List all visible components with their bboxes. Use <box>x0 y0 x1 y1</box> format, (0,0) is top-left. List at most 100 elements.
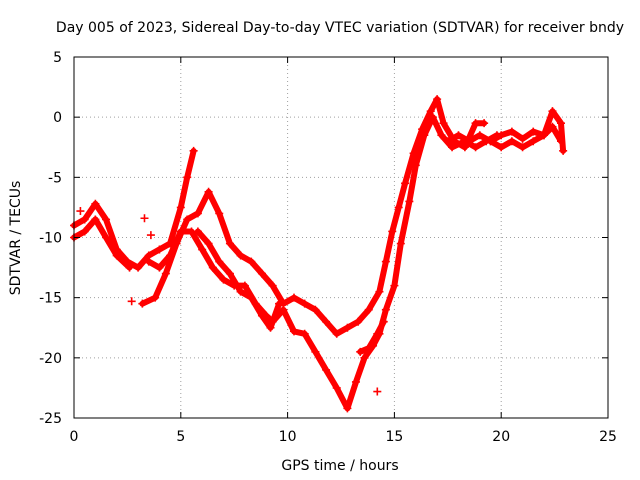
data-point <box>215 257 224 266</box>
x-tick-label: 25 <box>599 429 617 445</box>
data-point <box>486 137 495 146</box>
data-point <box>204 187 213 196</box>
x-tick-label: 10 <box>279 429 297 445</box>
y-tick-label: -15 <box>39 291 62 307</box>
isolated-point <box>76 207 85 216</box>
y-axis-label: SDTVAR / TECUs <box>8 181 24 296</box>
data-point <box>420 131 429 140</box>
data-point <box>275 299 284 308</box>
data-point <box>364 344 373 353</box>
data-point <box>529 137 538 146</box>
data-point <box>322 365 331 374</box>
data-point <box>428 113 437 122</box>
y-tick-label: -10 <box>39 231 62 247</box>
data-point <box>102 233 111 242</box>
isolated-point <box>373 387 382 396</box>
series-satellite-track-e <box>193 227 284 332</box>
y-tick-label: -5 <box>48 170 62 186</box>
data-point <box>322 317 331 326</box>
data-point <box>91 199 100 208</box>
data-point <box>279 305 288 314</box>
x-tick-label: 0 <box>70 429 79 445</box>
data-point <box>497 143 506 152</box>
data-point <box>155 245 164 254</box>
y-tick-label: -20 <box>39 351 62 367</box>
data-point <box>480 119 489 128</box>
data-point <box>300 299 309 308</box>
data-point <box>225 239 234 248</box>
data-point <box>364 305 373 314</box>
isolated-point <box>140 214 149 223</box>
data-point <box>183 173 192 182</box>
data-point <box>91 215 100 224</box>
series-satellite-track-b <box>70 215 134 272</box>
series-line <box>139 96 488 337</box>
x-tick-label: 15 <box>385 429 403 445</box>
data-point <box>176 227 185 236</box>
data-point <box>219 275 228 284</box>
data-point <box>559 146 568 155</box>
data-point <box>112 251 121 260</box>
data-point <box>151 293 160 302</box>
data-point <box>388 227 397 236</box>
data-point <box>102 215 111 224</box>
data-point <box>507 137 516 146</box>
y-tick-label: 5 <box>53 50 62 66</box>
data-point <box>439 119 448 128</box>
data-point <box>183 215 192 224</box>
data-point <box>360 353 369 362</box>
data-point <box>193 209 202 218</box>
data-point <box>381 257 390 266</box>
data-point <box>247 257 256 266</box>
x-tick-label: 5 <box>176 429 185 445</box>
data-point <box>332 329 341 338</box>
series-line <box>71 216 133 271</box>
series-line <box>357 318 387 355</box>
series-line <box>145 114 500 412</box>
data-point <box>557 119 566 128</box>
data-point <box>343 323 352 332</box>
data-point <box>198 245 207 254</box>
data-point <box>300 329 309 338</box>
plot-area <box>70 95 568 413</box>
data-point <box>390 281 399 290</box>
data-point <box>354 317 363 326</box>
data-point <box>437 131 446 140</box>
data-point <box>394 203 403 212</box>
y-tick-label: -25 <box>39 411 62 427</box>
data-point <box>443 137 452 146</box>
data-point <box>471 143 480 152</box>
data-point <box>155 263 164 272</box>
y-tick-label: 0 <box>53 110 62 126</box>
data-point <box>290 327 299 336</box>
axes: 0 5 10 15 20 25 -25 -20 -15 -10 -5 0 5 <box>39 50 617 445</box>
data-point <box>189 146 198 155</box>
data-point <box>396 239 405 248</box>
data-point <box>166 251 175 260</box>
data-point <box>465 137 474 146</box>
data-point <box>497 131 506 140</box>
x-axis-label: GPS time / hours <box>281 458 398 474</box>
data-point <box>529 127 538 136</box>
data-point <box>454 131 463 140</box>
data-point <box>405 197 414 206</box>
data-point <box>125 263 134 272</box>
data-point <box>518 134 527 143</box>
data-point <box>138 299 147 308</box>
x-tick-label: 20 <box>492 429 510 445</box>
data-point <box>268 281 277 290</box>
data-point <box>161 269 170 278</box>
series-satellite-track-d <box>144 113 501 413</box>
series-satellite-track-c <box>138 95 489 338</box>
data-point <box>475 131 484 140</box>
data-point <box>433 95 442 104</box>
data-point <box>401 179 410 188</box>
data-point <box>411 161 420 170</box>
data-point <box>266 323 275 332</box>
data-point <box>356 347 365 356</box>
data-point <box>257 269 266 278</box>
isolated-point <box>127 297 136 306</box>
data-point <box>208 263 217 272</box>
data-point <box>290 293 299 302</box>
